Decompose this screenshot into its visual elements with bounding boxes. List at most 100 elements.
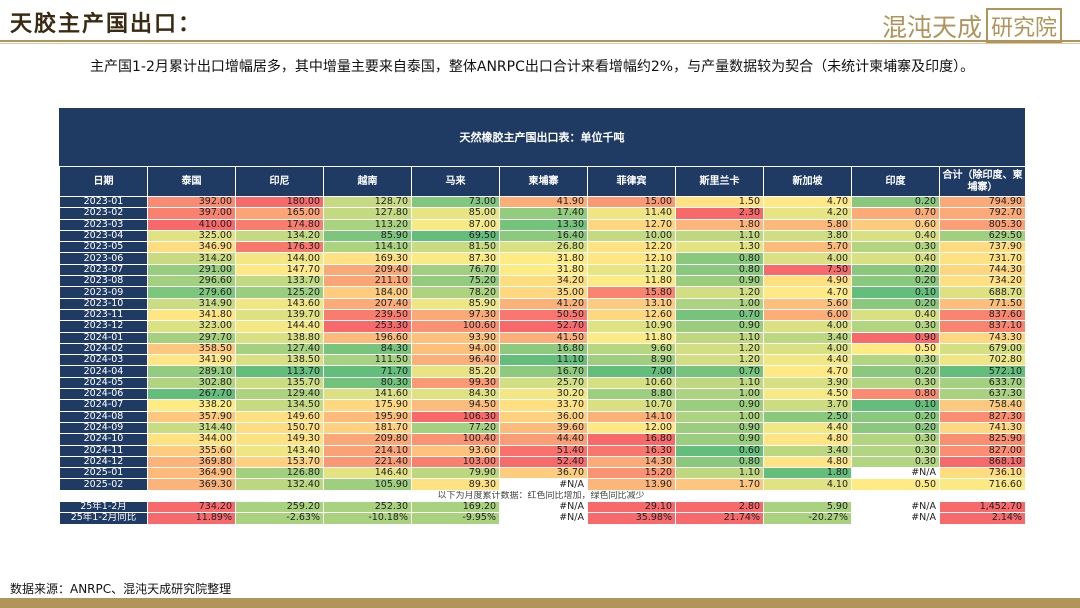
value-cell: 85.20	[411, 365, 500, 378]
value-cell: 147.70	[235, 263, 324, 277]
value-cell: 111.50	[323, 354, 412, 367]
table-row: 2023-09 279.60 125.20 184.00 78.20 35.00 15.80…	[59, 286, 1026, 299]
value-cell: 81.50	[411, 241, 500, 254]
date-cell: 2024-04	[59, 365, 148, 378]
table-row: 2023-05 346.90 176.30 114.10 81.50 26.80 12.20…	[59, 241, 1026, 254]
value-cell: 1.20	[675, 286, 764, 299]
summary-value-cell: #N/A	[851, 501, 940, 514]
table-row: 2023-01 392.00 180.00 128.70 73.00 41.90 15.00…	[59, 195, 1026, 209]
value-cell: 837.60	[939, 308, 1026, 322]
value-cell: 69.50	[411, 229, 500, 243]
value-cell: 0.90	[675, 399, 764, 412]
value-cell: 16.40	[499, 229, 588, 243]
summary-value-cell: 734.20	[147, 501, 236, 514]
value-cell: 35.00	[499, 286, 588, 299]
column-header: 新加坡	[763, 166, 852, 197]
value-cell: 7.50	[763, 263, 852, 277]
export-table-panel: 天然橡胶主产国出口表：单位千吨 日期 泰国 印尼 越南 马来 柬埔寨 菲律宾 斯里兰卡 新加坡印…	[59, 108, 1026, 578]
value-cell: 4.70	[763, 286, 852, 299]
value-cell: 127.40	[235, 342, 324, 356]
value-cell: 12.20	[587, 241, 676, 254]
value-cell: 169.30	[323, 252, 412, 265]
date-cell: 2024-12	[59, 455, 148, 469]
summary-row: 25年1-2月同比 11.89% -2.63% -10.18% -9.95% #N/A 35…	[59, 512, 1026, 525]
value-cell: 792.70	[939, 207, 1026, 220]
value-cell: 114.10	[323, 241, 412, 254]
value-cell: 75.20	[411, 275, 500, 288]
value-cell: 5.70	[763, 241, 852, 254]
value-cell: 97.30	[411, 308, 500, 322]
value-cell: 702.80	[939, 354, 1026, 367]
value-cell: 868.10	[939, 455, 1026, 469]
table-row: 2024-08 357.90 149.60 195.90 106.30 36.00 14.1…	[59, 410, 1026, 423]
value-cell: 0.30	[851, 433, 940, 446]
value-cell: 129.40	[235, 388, 324, 401]
value-cell: 146.40	[323, 467, 412, 480]
summary-value-cell: -20.27%	[763, 512, 852, 525]
value-cell: 214.10	[323, 444, 412, 457]
table-row: 2023-11 341.80 139.70 239.50 97.30 50.50 12.60…	[59, 308, 1026, 322]
value-cell: 39.60	[499, 421, 588, 435]
value-cell: 0.30	[851, 320, 940, 333]
value-cell: 744.30	[939, 263, 1026, 277]
value-cell: 93.90	[411, 331, 500, 344]
value-cell: 50.50	[499, 308, 588, 322]
value-cell: 0.20	[851, 410, 940, 423]
value-cell: 325.00	[147, 229, 236, 243]
value-cell: 0.20	[851, 195, 940, 209]
value-cell: 2.30	[675, 207, 764, 220]
value-cell: 0.50	[851, 478, 940, 491]
value-cell: 0.90	[675, 433, 764, 446]
value-cell: 84.30	[411, 388, 500, 401]
table-row: 2024-02 358.50 127.40 84.30 94.00 16.80 9.60 1.…	[59, 342, 1026, 356]
value-cell: 134.20	[235, 229, 324, 243]
value-cell: 16.70	[499, 365, 588, 378]
value-cell: 15.20	[587, 467, 676, 480]
value-cell: 16.80	[587, 433, 676, 446]
value-cell: 133.70	[235, 275, 324, 288]
value-cell: 369.30	[147, 478, 236, 491]
value-cell: 31.80	[499, 263, 588, 277]
value-cell: 357.90	[147, 410, 236, 423]
table-title: 天然橡胶主产国出口表：单位千吨	[59, 108, 1025, 166]
table-row: 2024-01 297.70 138.80 196.60 93.90 41.50 11.80…	[59, 331, 1026, 344]
value-cell: 36.70	[499, 467, 588, 480]
value-cell: 0.70	[675, 308, 764, 322]
value-cell: 1.10	[675, 376, 764, 390]
table-row: 2024-07 338.20 134.50 175.90 94.50 33.70 10.70…	[59, 399, 1026, 412]
value-cell: 85.90	[323, 229, 412, 243]
summary-value-cell: #N/A	[499, 501, 588, 514]
value-cell: 143.40	[235, 444, 324, 457]
value-cell: 153.70	[235, 455, 324, 469]
value-cell: 12.00	[587, 421, 676, 435]
value-cell: 771.50	[939, 297, 1026, 310]
value-cell: 52.40	[499, 455, 588, 469]
value-cell: 1.30	[675, 241, 764, 254]
value-cell: 4.40	[763, 421, 852, 435]
value-cell: 253.30	[323, 320, 412, 333]
date-cell: 2023-12	[59, 320, 148, 333]
value-cell: 13.90	[587, 478, 676, 491]
value-cell: 126.80	[235, 467, 324, 480]
value-cell: 144.00	[235, 252, 324, 265]
value-cell: 41.50	[499, 331, 588, 344]
value-cell: 149.60	[235, 410, 324, 423]
value-cell: #N/A	[499, 478, 588, 491]
table-row: 2023-10 314.90 143.60 207.40 85.90 41.20 13.10…	[59, 297, 1026, 310]
value-cell: 10.60	[587, 376, 676, 390]
date-cell: 2023-11	[59, 308, 148, 322]
column-header: 日期	[59, 166, 148, 197]
column-header: 泰国	[147, 166, 236, 197]
value-cell: 10.70	[587, 399, 676, 412]
value-cell: 134.50	[235, 399, 324, 412]
value-cell: 731.70	[939, 252, 1026, 265]
summary-value-cell: 35.98%	[587, 512, 676, 525]
table-row: 2024-09 314.40 150.70 181.70 77.20 39.60 12.00…	[59, 421, 1026, 435]
summary-value-cell: -9.95%	[411, 512, 500, 525]
value-cell: 0.30	[851, 444, 940, 457]
value-cell: 0.20	[851, 275, 940, 288]
table-row: 2024-11 355.60 143.40 214.10 93.60 51.40 16.30…	[59, 444, 1026, 457]
value-cell: 94.50	[411, 399, 500, 412]
value-cell: 0.60	[851, 218, 940, 231]
data-source: 数据来源：ANRPC、混沌天成研究院整理	[10, 582, 232, 596]
